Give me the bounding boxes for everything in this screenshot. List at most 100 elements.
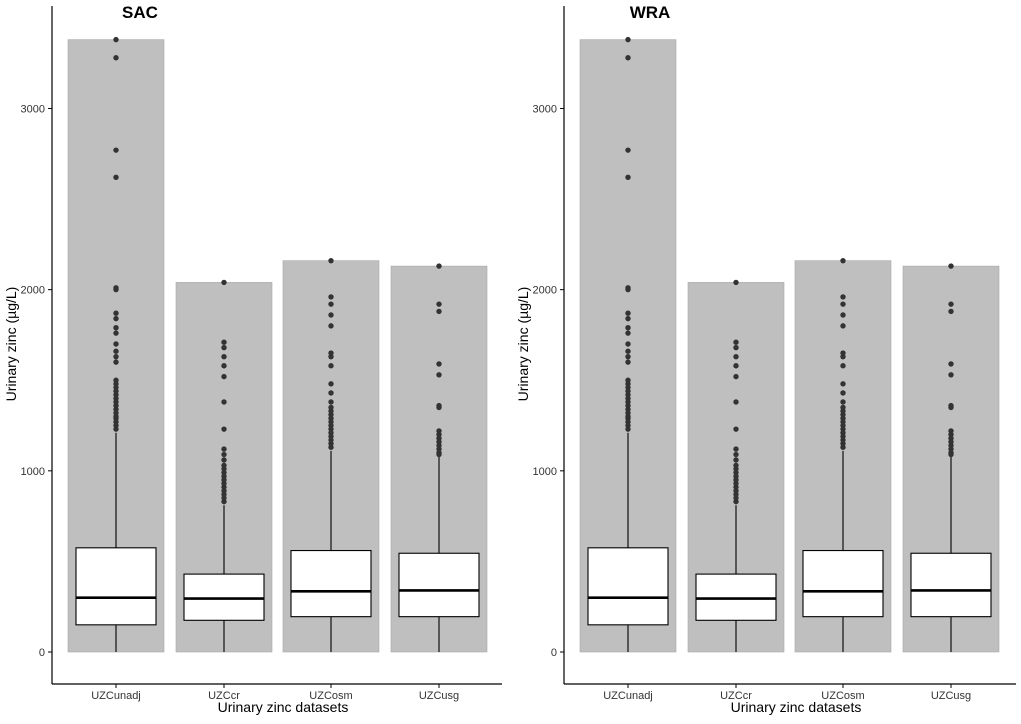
outlier-point-sac-UZCunadj [113, 330, 119, 336]
outlier-point-wra-UZCosm [840, 363, 846, 369]
y-axis-title-sac: Urinary zinc (µg/L) [3, 287, 19, 402]
y-tick-label-wra: 2000 [533, 285, 557, 297]
y-tick-label-wra: 0 [551, 647, 557, 659]
outlier-point-wra-UZCunadj [625, 348, 631, 354]
outlier-point-sac-UZCcr [221, 344, 227, 351]
outlier-point-wra-UZCusg [948, 372, 954, 378]
x-tick-label-wra: UZCcr [720, 690, 752, 702]
outlier-point-wra-UZCunadj [625, 55, 631, 61]
outlier-point-sac-UZCosm [328, 381, 334, 387]
box-wra-UZCcr [695, 573, 777, 621]
outlier-point-wra-UZCusg [948, 404, 954, 411]
box-wra-UZCosm [802, 549, 884, 618]
outlier-point-sac-UZCunadj [113, 324, 119, 331]
outlier-point-wra-UZCosm [840, 399, 846, 405]
y-tick-label-wra: 3000 [533, 103, 557, 115]
outlier-point-sac-UZCcr [221, 498, 227, 505]
outlier-point-wra-UZCunadj [625, 324, 631, 331]
outlier-point-wra-UZCunadj [625, 341, 631, 347]
outlier-point-sac-UZCosm [328, 323, 334, 329]
outlier-point-sac-UZCunadj [113, 359, 119, 365]
outlier-point-wra-UZCunadj [625, 310, 631, 316]
outlier-point-wra-UZCusg [948, 451, 954, 458]
outlier-point-wra-UZCunadj [625, 359, 631, 365]
outlier-point-sac-UZCosm [328, 399, 334, 405]
outlier-point-wra-UZCosm [840, 323, 846, 329]
outlier-point-sac-UZCcr [221, 373, 227, 380]
outlier-point-sac-UZCusg [436, 301, 442, 307]
outlier-point-sac-UZCcr [221, 457, 227, 463]
outlier-point-wra-UZCcr [733, 373, 739, 380]
outlier-point-wra-UZCunadj [625, 147, 631, 153]
box-sac-UZCunadj [75, 547, 157, 626]
outlier-point-wra-UZCunadj [625, 330, 631, 336]
outlier-point-sac-UZCcr [221, 399, 227, 405]
outlier-point-sac-UZCunadj [113, 348, 119, 354]
outlier-point-wra-UZCcr [733, 446, 739, 452]
outlier-point-wra-UZCcr [733, 498, 739, 505]
outlier-point-sac-UZCcr [221, 426, 227, 432]
outlier-point-wra-UZCcr [733, 451, 739, 458]
outlier-point-wra-UZCcr [733, 344, 739, 351]
x-axis-title-sac: Urinary zinc datasets [218, 699, 349, 715]
x-tick-label-sac: UZCusg [419, 690, 459, 702]
x-axis-title-wra: Urinary zinc datasets [731, 699, 862, 715]
outlier-point-sac-UZCcr [221, 446, 227, 452]
x-tick-label-wra: UZCosm [821, 690, 864, 702]
outlier-point-wra-UZCusg [948, 263, 954, 269]
box-sac-UZCcr [183, 573, 265, 621]
outlier-point-sac-UZCosm [328, 363, 334, 369]
outlier-point-wra-UZCusg [948, 308, 954, 315]
outlier-point-wra-UZCosm [840, 301, 846, 307]
outlier-point-wra-UZCusg [948, 301, 954, 307]
outlier-point-sac-UZCcr [221, 451, 227, 458]
outlier-point-sac-UZCunadj [113, 174, 119, 181]
outlier-point-wra-UZCcr [733, 426, 739, 432]
outlier-point-wra-UZCunadj [625, 426, 631, 432]
outlier-point-wra-UZCusg [948, 361, 954, 367]
x-tick-label-wra: UZCusg [931, 690, 971, 702]
outlier-point-wra-UZCosm [840, 312, 846, 318]
outlier-point-wra-UZCcr [733, 339, 739, 345]
y-tick-label-sac: 2000 [21, 285, 45, 297]
outlier-point-wra-UZCosm [840, 381, 846, 387]
box-wra-UZCusg [910, 552, 992, 618]
outlier-point-sac-UZCunadj [113, 286, 119, 293]
outlier-point-sac-UZCunadj [113, 310, 119, 316]
y-tick-label-sac: 1000 [21, 466, 45, 478]
outlier-point-wra-UZCosm [840, 353, 846, 360]
outlier-point-wra-UZCcr [733, 363, 739, 369]
outlier-point-wra-UZCosm [840, 390, 846, 396]
panel-sac: 0 1000 2000 3000 UZCunadj UZCcr UZCosm UZCusg SA… [3, 3, 502, 715]
outlier-point-wra-UZCosm [840, 294, 846, 300]
outlier-point-sac-UZCunadj [113, 55, 119, 61]
outlier-point-sac-UZCcr [221, 363, 227, 369]
outlier-point-sac-UZCusg [436, 372, 442, 378]
outlier-point-sac-UZCunadj [113, 341, 119, 347]
outlier-point-wra-UZCunadj [625, 353, 631, 360]
box-sac-UZCosm [290, 549, 372, 618]
outlier-point-wra-UZCunadj [625, 315, 631, 322]
outlier-point-wra-UZCunadj [625, 36, 631, 43]
outlier-point-sac-UZCunadj [113, 315, 119, 322]
y-tick-label-wra: 1000 [533, 466, 557, 478]
outlier-point-wra-UZCcr [733, 279, 739, 286]
outlier-point-wra-UZCcr [733, 399, 739, 405]
outlier-point-wra-UZCunadj [625, 286, 631, 293]
outlier-point-sac-UZCunadj [113, 353, 119, 360]
x-tick-label-wra: UZCunadj [603, 690, 653, 702]
outlier-point-sac-UZCosm [328, 353, 334, 360]
outlier-point-sac-UZCunadj [113, 36, 119, 43]
outlier-point-sac-UZCosm [328, 444, 334, 450]
panel-wra: 0 1000 2000 3000 UZCunadj UZCcr UZCosm UZCusg WR… [515, 3, 1016, 715]
x-tick-label-sac: UZCunadj [91, 690, 141, 702]
outlier-point-wra-UZCunadj [625, 174, 631, 181]
y-tick-label-sac: 3000 [21, 103, 45, 115]
y-tick-label-sac: 0 [39, 647, 45, 659]
outlier-point-sac-UZCunadj [113, 147, 119, 153]
outlier-point-sac-UZCosm [328, 390, 334, 396]
outlier-point-sac-UZCosm [328, 301, 334, 307]
outlier-point-sac-UZCosm [328, 312, 334, 318]
x-tick-label-sac: UZCosm [309, 690, 352, 702]
panel-title-wra: WRA [630, 3, 671, 22]
